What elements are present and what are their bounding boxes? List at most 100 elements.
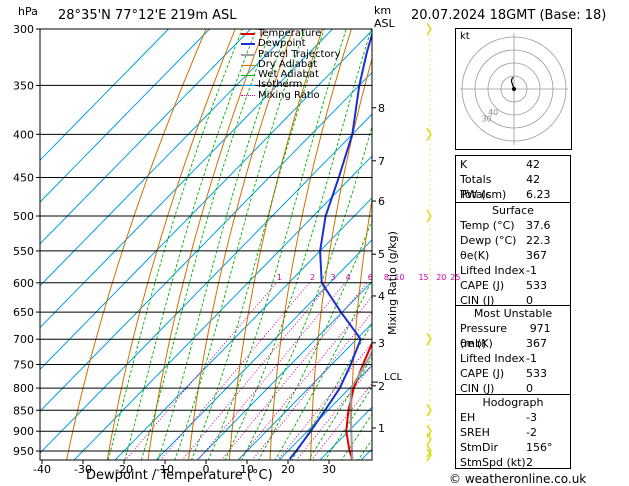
wet-adiabat-line	[324, 386, 372, 460]
wet-adiabat-line	[207, 29, 347, 460]
most-unstable-title: Most Unstable	[473, 307, 553, 320]
km-tick-label: 1	[378, 422, 385, 435]
isotherm-line	[40, 29, 252, 245]
km-tick-label: 2	[378, 380, 385, 393]
hodograph-table-title: Hodograph	[482, 396, 544, 409]
mixing-ratio-label: 10	[394, 273, 404, 282]
asl-label: ASL	[374, 17, 395, 30]
surface-row: θe(K) 367	[460, 249, 547, 262]
km-tick-label: 3	[378, 337, 385, 350]
datetime-label: 20.07.2024 18GMT (Base: 18)	[411, 8, 607, 23]
isotherm-line	[40, 29, 211, 203]
surface-row: Dewp (°C) 22.3	[460, 234, 551, 247]
surface-row: CIN (J) 0	[460, 294, 533, 307]
pressure-tick-label: 800	[13, 382, 34, 395]
mixing-ratio-line	[197, 282, 346, 460]
pressure-tick-label: 650	[13, 306, 34, 319]
mixing-ratio-label: 20	[436, 273, 446, 282]
wind-barb	[426, 432, 432, 446]
pressure-tick-label: 600	[13, 277, 34, 290]
km-tick-label: 4	[378, 290, 385, 303]
pressure-unit-label: hPa	[18, 5, 38, 18]
wind-barb	[426, 444, 432, 458]
isotherm-line	[319, 406, 372, 460]
wind-barb	[426, 22, 432, 36]
pressure-tick-label: 350	[13, 79, 34, 92]
surface-row: CAPE (J) 533	[460, 279, 547, 292]
pressure-tick-label: 550	[13, 245, 34, 258]
legend: Temperature Dewpoint Parcel Trajectory D…	[241, 28, 353, 101]
index-row: PW (cm) 6.23	[460, 188, 551, 201]
km-tick-label: 7	[378, 155, 385, 168]
wet-adiabat-line	[157, 29, 288, 460]
km-tick-label: 8	[378, 102, 385, 115]
surface-row: Lifted Index -1	[460, 264, 537, 277]
x-tick-label: 0	[203, 463, 210, 476]
x-tick-label: -10	[156, 463, 174, 476]
pressure-tick-label: 900	[13, 425, 34, 438]
hodo-row: SREH -2	[460, 426, 537, 439]
series-line-parcel-trajectory	[349, 350, 372, 460]
km-label: km	[374, 4, 392, 17]
pressure-tick-label: 450	[13, 171, 34, 184]
pressure-tick-label: 700	[13, 333, 34, 346]
legend-item-mixing-ratio: Mixing Ratio	[241, 90, 353, 101]
pressure-tick-label: 950	[13, 445, 34, 458]
wind-barb	[426, 448, 432, 462]
mixing-ratio-label: 2	[310, 273, 315, 282]
hodograph-panel: 30 40 kt	[455, 28, 572, 150]
legend-item-parcel: Parcel Trajectory	[241, 49, 353, 60]
pressure-tick-label: 500	[13, 210, 34, 223]
x-tick-label: 20	[281, 463, 295, 476]
km-tick-label: 6	[378, 195, 385, 208]
wet-adiabat-line	[174, 29, 306, 460]
km-tick-label: 5	[378, 248, 385, 261]
series-line-temperature	[345, 340, 372, 460]
wind-barb	[426, 127, 432, 141]
wet-adiabat-line	[274, 279, 372, 460]
hodograph-table: Hodograph EH -3 SREH -2 StmDir 156° StmSpd …	[455, 394, 571, 469]
mixing-ratio-label: 1	[277, 273, 282, 282]
isotherm-line	[237, 322, 372, 460]
dry-adiabat-line	[571, 4, 597, 470]
wind-barb	[426, 209, 432, 223]
hodograph-unit: kt	[460, 31, 470, 42]
mu-row: Lifted Index -1	[460, 352, 537, 365]
pressure-tick-label: 850	[13, 404, 34, 417]
x-tick-label: -20	[115, 463, 133, 476]
mixing-ratio-line	[251, 311, 372, 460]
mixing-ratio-line	[124, 282, 277, 460]
hodo-row: StmSpd (kt) 2	[460, 456, 533, 469]
surface-table: Surface Temp (°C) 37.6 Dewp (°C) 22.3 θe(K…	[455, 202, 571, 307]
index-row: K 42	[460, 158, 540, 171]
x-axis-label: Dewpoint / Temperature (°C)	[86, 468, 273, 483]
dry-adiabat-line	[604, 4, 629, 470]
series-line-dewpoint	[288, 30, 372, 460]
surface-title: Surface	[492, 204, 534, 217]
hodograph-origin	[512, 87, 516, 91]
x-tick-label: -30	[74, 463, 92, 476]
isotherm-line	[40, 71, 372, 412]
wind-barb	[426, 403, 432, 417]
mixing-ratio-label: 3	[331, 273, 336, 282]
isotherm-line	[155, 239, 372, 460]
mixing-ratio-axis-label: Mixing Ratio (g/kg)	[386, 231, 399, 335]
hodo-row: StmDir 156°	[460, 441, 553, 454]
pressure-tick-label: 750	[13, 358, 34, 371]
legend-item-dewpoint: Dewpoint	[241, 38, 353, 49]
hodograph-ring-label: 30	[482, 114, 492, 123]
most-unstable-table: Most Unstable Pressure (mb) 971 θe (K) 367…	[455, 305, 571, 395]
wind-barb	[426, 332, 432, 346]
mixing-ratio-label: 15	[418, 273, 428, 282]
isotherm-line	[73, 155, 372, 460]
mixing-ratio-label: 4	[346, 273, 351, 282]
isotherm-line	[114, 197, 372, 460]
mu-row: CIN (J) 0	[460, 382, 533, 395]
isotherm-line	[196, 280, 372, 460]
mu-row: θe (K) 367	[460, 337, 547, 350]
hodo-row: EH -3	[460, 411, 537, 424]
legend-item-isotherm: Isotherm	[241, 80, 353, 90]
hodograph-ring-label: 40	[488, 108, 498, 117]
